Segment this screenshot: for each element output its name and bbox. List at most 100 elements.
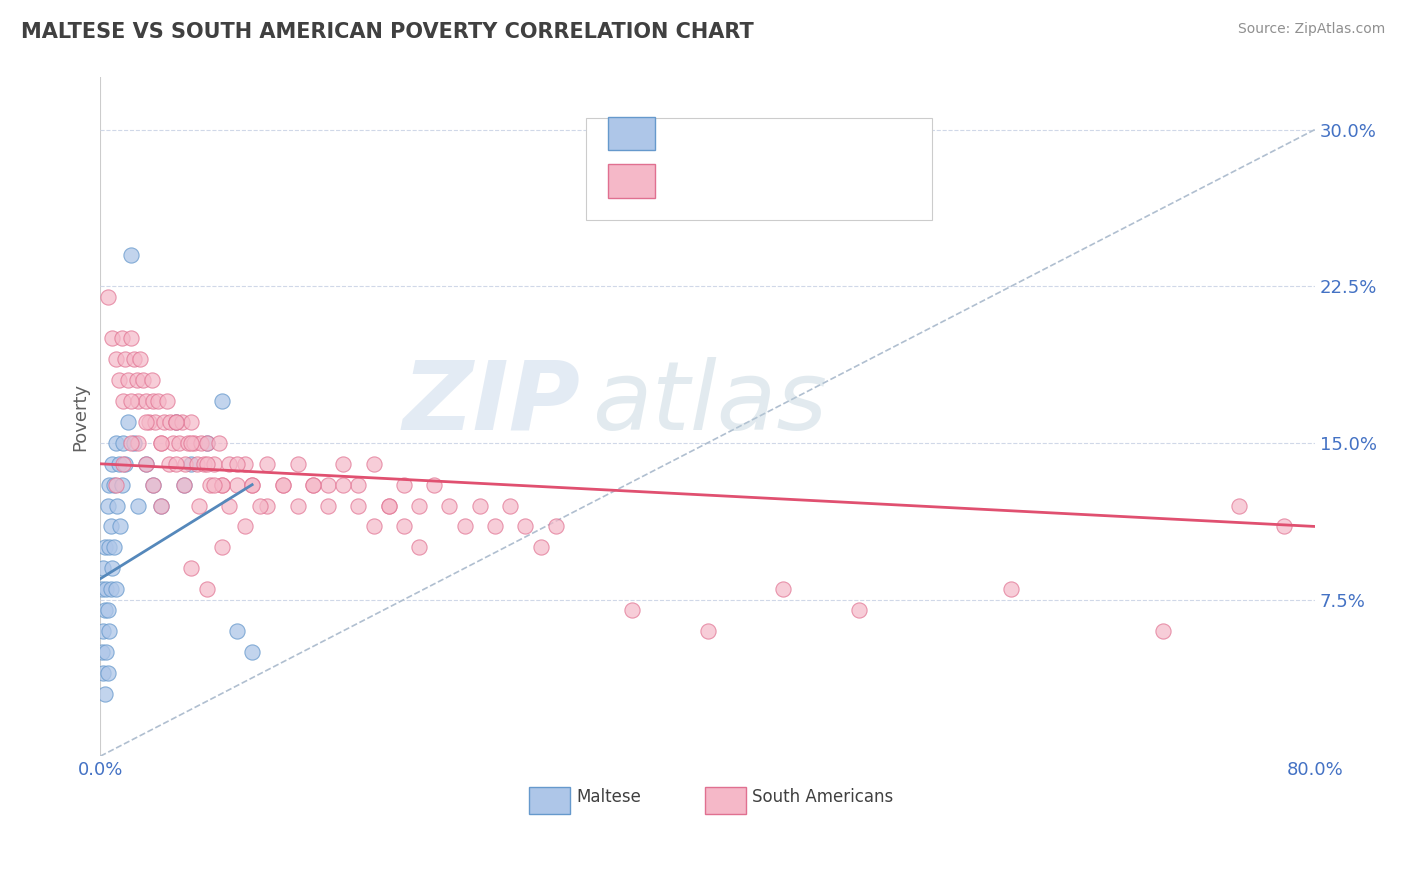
Text: 44: 44 — [859, 123, 884, 141]
Point — [529, 541, 551, 555]
Point — [347, 499, 370, 513]
Point — [180, 457, 202, 471]
Point — [233, 519, 256, 533]
Point — [104, 352, 127, 367]
FancyBboxPatch shape — [607, 117, 655, 150]
Point — [117, 415, 139, 429]
Text: N =: N = — [793, 172, 844, 190]
Point — [392, 519, 415, 533]
Point — [544, 519, 567, 533]
Point — [287, 457, 309, 471]
Point — [127, 394, 149, 409]
Point — [142, 477, 165, 491]
Point — [97, 665, 120, 680]
Point — [256, 457, 278, 471]
Point — [94, 686, 117, 700]
Point — [165, 415, 187, 429]
Point — [218, 457, 240, 471]
Point — [165, 415, 187, 429]
Point — [142, 477, 165, 491]
Point — [378, 499, 401, 513]
Point — [107, 373, 129, 387]
Point — [103, 477, 125, 491]
Point — [120, 394, 142, 409]
Point — [218, 499, 240, 513]
Point — [104, 436, 127, 450]
Point — [150, 436, 173, 450]
Point — [93, 665, 115, 680]
Point — [190, 436, 212, 450]
Point — [302, 477, 325, 491]
Point — [180, 415, 202, 429]
Point — [620, 603, 643, 617]
Point — [127, 499, 149, 513]
Point — [211, 477, 233, 491]
Point — [453, 519, 475, 533]
Point — [100, 519, 122, 533]
Point — [256, 499, 278, 513]
Text: Maltese: Maltese — [576, 788, 641, 805]
Point — [378, 499, 401, 513]
Point — [240, 645, 263, 659]
Point — [271, 477, 294, 491]
Point — [112, 394, 135, 409]
Point — [104, 582, 127, 596]
Point — [208, 436, 231, 450]
Point — [211, 541, 233, 555]
Point — [202, 477, 225, 491]
Point — [112, 457, 135, 471]
Point — [90, 582, 112, 596]
Point — [122, 352, 145, 367]
Point — [107, 457, 129, 471]
Point — [165, 457, 187, 471]
Point — [90, 645, 112, 659]
Point — [1000, 582, 1022, 596]
Point — [141, 373, 163, 387]
Point — [157, 457, 180, 471]
Point — [183, 436, 205, 450]
Point — [363, 519, 385, 533]
Point — [100, 582, 122, 596]
Point — [772, 582, 794, 596]
Point — [249, 499, 271, 513]
Point — [165, 415, 187, 429]
Point — [186, 457, 208, 471]
Point — [363, 457, 385, 471]
FancyBboxPatch shape — [704, 788, 747, 814]
Point — [173, 477, 195, 491]
Point — [146, 394, 169, 409]
Point — [98, 541, 121, 555]
Text: MALTESE VS SOUTH AMERICAN POVERTY CORRELATION CHART: MALTESE VS SOUTH AMERICAN POVERTY CORREL… — [21, 22, 754, 42]
Point — [226, 624, 249, 638]
Point — [226, 477, 249, 491]
Point — [696, 624, 718, 638]
Point — [848, 603, 870, 617]
Point — [94, 603, 117, 617]
Point — [195, 436, 218, 450]
FancyBboxPatch shape — [586, 118, 932, 220]
Text: 0.091: 0.091 — [731, 123, 794, 141]
Point — [94, 541, 117, 555]
Point — [97, 499, 120, 513]
Point — [515, 519, 537, 533]
Text: ZIP: ZIP — [402, 357, 581, 450]
Text: R =: R = — [668, 172, 706, 190]
Point — [156, 394, 179, 409]
Point — [104, 477, 127, 491]
Point — [173, 477, 195, 491]
Point — [188, 499, 211, 513]
Point — [193, 457, 215, 471]
Point — [98, 624, 121, 638]
Point — [1152, 624, 1174, 638]
Point — [101, 561, 124, 575]
Text: atlas: atlas — [592, 357, 827, 450]
Point — [240, 477, 263, 491]
Point — [211, 477, 233, 491]
Point — [172, 415, 194, 429]
Point — [103, 541, 125, 555]
Point — [316, 477, 339, 491]
Point — [142, 394, 165, 409]
Point — [93, 561, 115, 575]
Point — [195, 582, 218, 596]
Point — [125, 373, 148, 387]
